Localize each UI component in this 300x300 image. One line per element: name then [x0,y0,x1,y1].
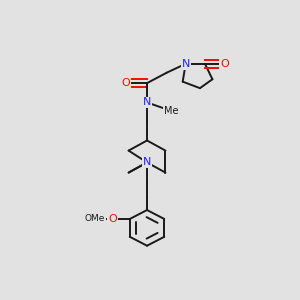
Text: N: N [143,98,151,107]
Text: N: N [182,59,190,69]
Text: N: N [143,158,151,167]
Text: O: O [108,214,117,224]
Text: Me: Me [164,106,178,116]
Text: OMe: OMe [85,214,105,224]
Text: O: O [220,59,229,69]
Text: O: O [121,78,130,88]
